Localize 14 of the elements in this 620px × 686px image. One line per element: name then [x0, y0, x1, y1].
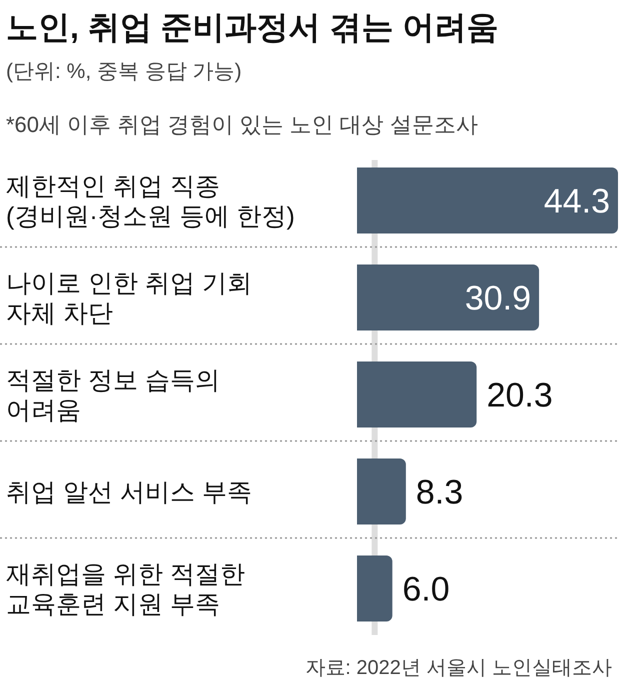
- text: *60세 이후 취업 경험이 있는 노인 대상 설문조사: [6, 112, 478, 137]
- chart-title: 노인, 취업 준비과정서 겪는 어려움: [6, 9, 498, 45]
- data-label: 6.0: [402, 570, 450, 608]
- y-tick-label: 취업 알선 서비스 부족: [6, 478, 252, 506]
- text: 자료: 2022년 서울시 노인실태조사: [305, 657, 612, 679]
- y-tick-label: 나이로 인한 취업 기회 자체 차단: [6, 270, 252, 328]
- text: (단위: %, 중복 응답 가능): [6, 60, 242, 83]
- data-label: 8.3: [416, 474, 464, 512]
- y-tick-label: 재취업을 위한 적절한 교육훈련 지원 부족: [6, 560, 245, 618]
- y-tick-label: 적절한 정보 습득의 어려움: [6, 366, 220, 424]
- data-label: 30.9: [464, 280, 532, 318]
- data-label: 44.3: [544, 182, 610, 220]
- data-label: 20.3: [486, 376, 553, 414]
- y-tick-label: 제한적인 취업 직종 (경비원·청소원 등에 한정): [6, 172, 295, 230]
